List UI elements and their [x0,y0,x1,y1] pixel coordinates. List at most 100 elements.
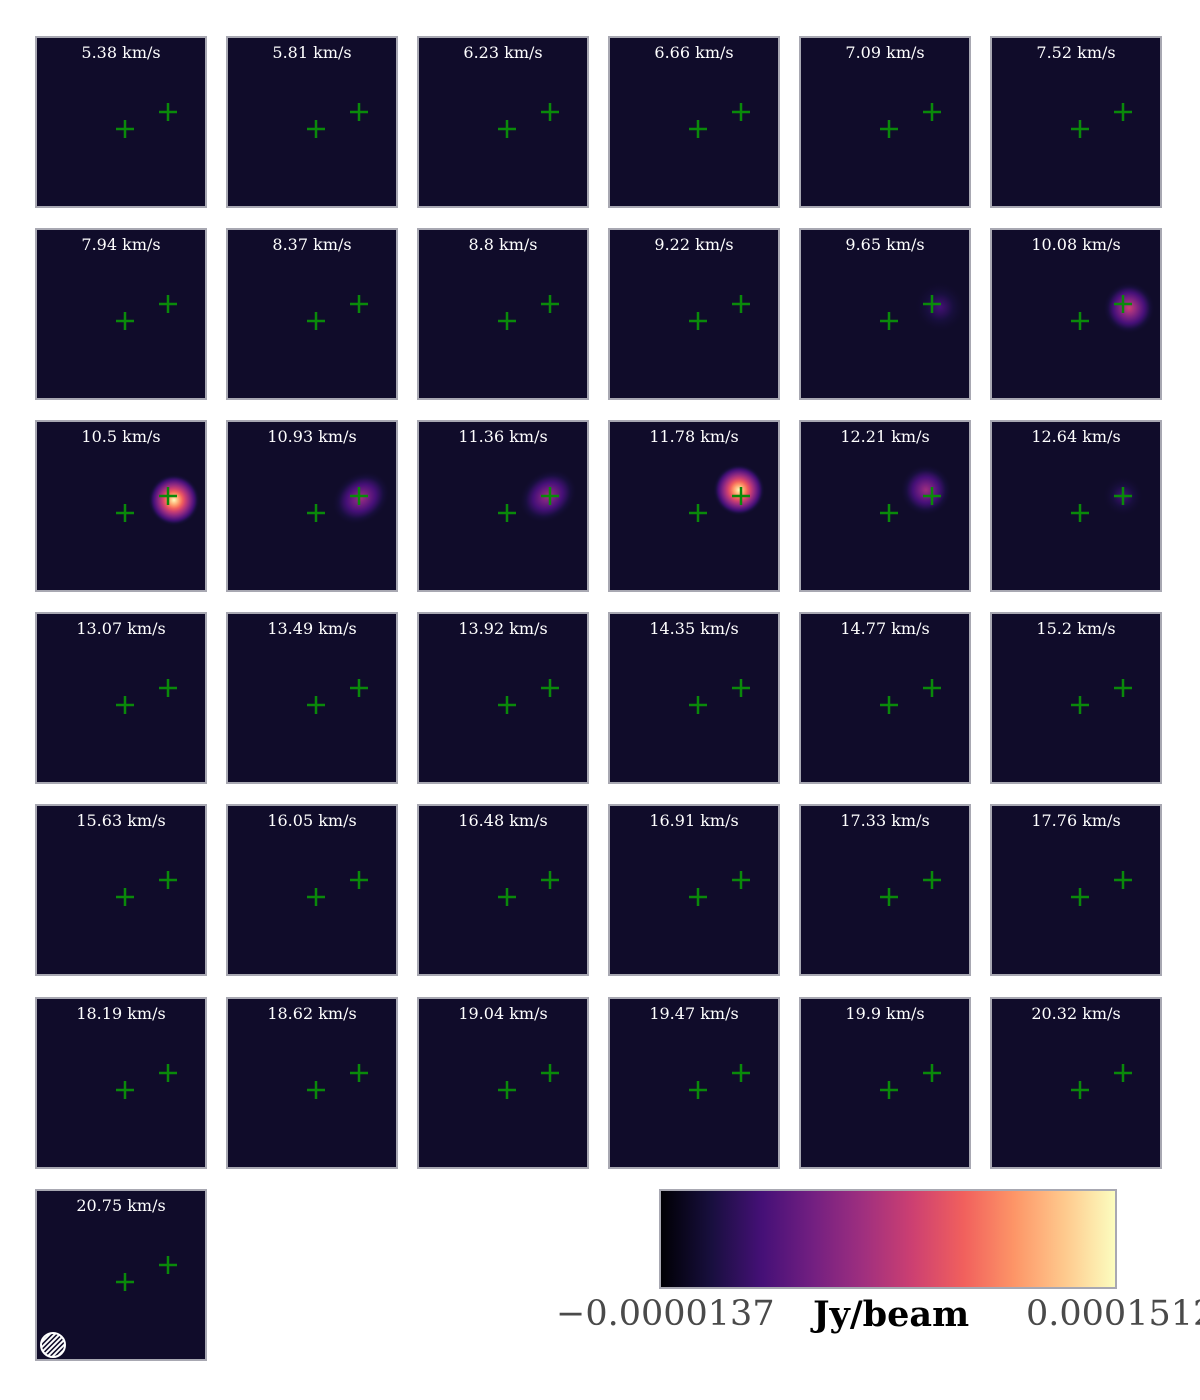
channel-panel: 14.77 km/s [799,612,971,784]
channel-panel: 11.78 km/s [608,420,780,592]
marker-cross [350,871,368,889]
channel-velocity-label: 10.93 km/s [267,427,357,446]
channel-velocity-label: 6.23 km/s [463,43,543,62]
marker-cross [732,679,750,697]
marker-cross [498,696,516,714]
channel-panel: 16.05 km/s [226,804,398,976]
marker-cross [732,871,750,889]
channel-panel: 17.33 km/s [799,804,971,976]
marker-cross [1071,312,1089,330]
channel-panel: 12.21 km/s [799,420,971,592]
emission-blob [331,470,391,526]
marker-cross [732,295,750,313]
marker-cross [1071,120,1089,138]
channel-panel: 8.37 km/s [226,228,398,400]
marker-cross [1114,487,1132,505]
channel-velocity-label: 16.48 km/s [458,811,548,830]
marker-cross [732,1064,750,1082]
channel-velocity-label: 5.81 km/s [272,43,352,62]
channel-panel: 15.2 km/s [990,612,1162,784]
channel-panel: 7.94 km/s [35,228,207,400]
channel-velocity-label: 11.78 km/s [649,427,739,446]
marker-cross [689,888,707,906]
channel-panel: 13.49 km/s [226,612,398,784]
marker-cross [116,696,134,714]
channel-panel: 20.32 km/s [990,997,1162,1169]
channel-velocity-label: 14.35 km/s [649,619,739,638]
marker-cross [116,312,134,330]
channel-velocity-label: 5.38 km/s [81,43,161,62]
channel-panel: 13.92 km/s [417,612,589,784]
marker-cross [307,1081,325,1099]
marker-cross [923,679,941,697]
colorbar-max-label: 0.0001512 [1026,1294,1200,1334]
channel-panel: 18.19 km/s [35,997,207,1169]
marker-cross [159,487,177,505]
marker-cross [159,871,177,889]
channel-velocity-label: 14.77 km/s [840,619,930,638]
marker-cross [116,1273,134,1291]
marker-cross [880,696,898,714]
channel-panel: 19.9 km/s [799,997,971,1169]
channel-panel: 15.63 km/s [35,804,207,976]
marker-cross [1114,1064,1132,1082]
marker-cross [116,504,134,522]
marker-cross [1071,888,1089,906]
channel-velocity-label: 20.75 km/s [76,1196,166,1215]
channel-panel: 19.47 km/s [608,997,780,1169]
marker-cross [923,295,941,313]
channel-panel: 16.48 km/s [417,804,589,976]
colorbar [659,1189,1117,1289]
channel-velocity-label: 7.52 km/s [1036,43,1116,62]
channel-velocity-label: 12.64 km/s [1031,427,1121,446]
channel-panel: 5.38 km/s [35,36,207,208]
marker-cross [689,696,707,714]
channel-panel: 6.66 km/s [608,36,780,208]
emission-blob [148,474,200,526]
emission-blob [1103,282,1155,334]
marker-cross [116,120,134,138]
marker-cross [923,103,941,121]
marker-cross [541,487,559,505]
channel-panel: 11.36 km/s [417,420,589,592]
channel-velocity-label: 16.05 km/s [267,811,357,830]
marker-cross [350,295,368,313]
marker-cross [880,120,898,138]
channel-panel: 16.91 km/s [608,804,780,976]
marker-cross [880,888,898,906]
channel-velocity-label: 18.19 km/s [76,1004,166,1023]
channel-panel: 7.09 km/s [799,36,971,208]
channel-velocity-label: 16.91 km/s [649,811,739,830]
channel-panel: 10.5 km/s [35,420,207,592]
marker-cross [732,487,750,505]
marker-cross [1114,679,1132,697]
marker-cross [541,871,559,889]
colorbar-unit-label: Jy/beam [813,1294,970,1335]
marker-cross [498,888,516,906]
emission-blob [914,281,966,333]
channel-panel: 6.23 km/s [417,36,589,208]
channel-velocity-label: 17.76 km/s [1031,811,1121,830]
marker-cross [350,487,368,505]
marker-cross [350,679,368,697]
channel-velocity-label: 10.5 km/s [81,427,161,446]
channel-velocity-label: 13.07 km/s [76,619,166,638]
marker-cross [307,696,325,714]
channel-panel: 13.07 km/s [35,612,207,784]
channel-velocity-label: 19.9 km/s [845,1004,925,1023]
marker-cross [1071,504,1089,522]
channel-panel: 12.64 km/s [990,420,1162,592]
marker-cross [689,120,707,138]
channel-panel: 14.35 km/s [608,612,780,784]
channel-velocity-label: 15.63 km/s [76,811,166,830]
marker-cross [1071,1081,1089,1099]
channel-panel: 10.08 km/s [990,228,1162,400]
marker-cross [1114,103,1132,121]
marker-cross [159,1064,177,1082]
marker-cross [1114,295,1132,313]
channel-velocity-label: 10.08 km/s [1031,235,1121,254]
marker-cross [498,1081,516,1099]
channel-velocity-label: 9.22 km/s [654,235,734,254]
marker-cross [880,312,898,330]
marker-cross [923,487,941,505]
